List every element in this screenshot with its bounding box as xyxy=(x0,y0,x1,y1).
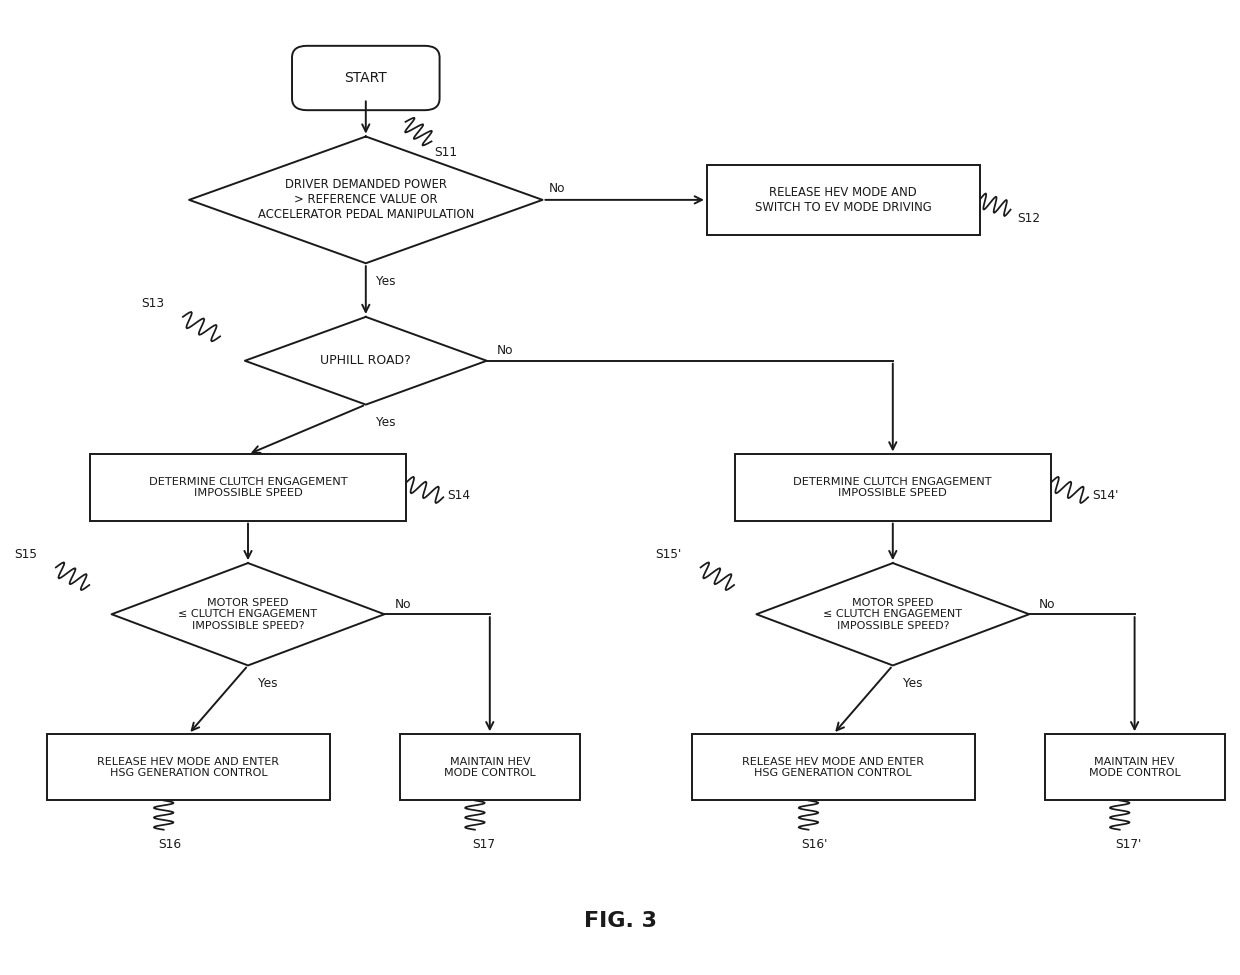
Bar xyxy=(707,165,980,235)
Polygon shape xyxy=(188,136,543,263)
Text: S17': S17' xyxy=(1115,838,1142,850)
Text: MAINTAIN HEV
MODE CONTROL: MAINTAIN HEV MODE CONTROL xyxy=(1089,757,1180,778)
Text: Yes: Yes xyxy=(376,275,396,288)
Text: S14: S14 xyxy=(448,488,470,502)
Text: S15: S15 xyxy=(14,548,37,561)
Text: S14': S14' xyxy=(1091,488,1118,502)
Text: S16': S16' xyxy=(801,838,828,850)
Text: DETERMINE CLUTCH ENGAGEMENT
IMPOSSIBLE SPEED: DETERMINE CLUTCH ENGAGEMENT IMPOSSIBLE S… xyxy=(149,477,347,498)
Text: FIG. 3: FIG. 3 xyxy=(584,912,656,931)
Polygon shape xyxy=(112,564,384,665)
Text: No: No xyxy=(549,181,565,195)
Text: S12: S12 xyxy=(1017,212,1040,224)
Bar xyxy=(734,454,1052,521)
Text: Yes: Yes xyxy=(376,416,396,429)
Polygon shape xyxy=(244,317,486,405)
Text: S11: S11 xyxy=(434,146,458,159)
Text: No: No xyxy=(1039,598,1055,611)
Text: S16: S16 xyxy=(159,838,181,850)
Text: MOTOR SPEED
≤ CLUTCH ENGAGEMENT
IMPOSSIBLE SPEED?: MOTOR SPEED ≤ CLUTCH ENGAGEMENT IMPOSSIB… xyxy=(179,598,317,631)
Polygon shape xyxy=(756,564,1029,665)
Text: MOTOR SPEED
≤ CLUTCH ENGAGEMENT
IMPOSSIBLE SPEED?: MOTOR SPEED ≤ CLUTCH ENGAGEMENT IMPOSSIB… xyxy=(823,598,962,631)
Text: Yes: Yes xyxy=(903,677,923,690)
Text: Yes: Yes xyxy=(258,677,278,690)
Bar xyxy=(692,734,975,800)
Text: UPHILL ROAD?: UPHILL ROAD? xyxy=(320,354,412,368)
FancyBboxPatch shape xyxy=(293,46,439,110)
Text: DRIVER DEMANDED POWER
> REFERENCE VALUE OR
ACCELERATOR PEDAL MANIPULATION: DRIVER DEMANDED POWER > REFERENCE VALUE … xyxy=(258,178,474,221)
Text: RELEASE HEV MODE AND ENTER
HSG GENERATION CONTROL: RELEASE HEV MODE AND ENTER HSG GENERATIO… xyxy=(98,757,279,778)
Text: No: No xyxy=(496,344,513,358)
Text: S13: S13 xyxy=(141,297,164,310)
Text: S15': S15' xyxy=(656,548,682,561)
Text: No: No xyxy=(394,598,410,611)
Text: START: START xyxy=(345,71,387,85)
Text: DETERMINE CLUTCH ENGAGEMENT
IMPOSSIBLE SPEED: DETERMINE CLUTCH ENGAGEMENT IMPOSSIBLE S… xyxy=(794,477,992,498)
Text: MAINTAIN HEV
MODE CONTROL: MAINTAIN HEV MODE CONTROL xyxy=(444,757,536,778)
Text: RELEASE HEV MODE AND
SWITCH TO EV MODE DRIVING: RELEASE HEV MODE AND SWITCH TO EV MODE D… xyxy=(755,186,931,214)
Bar xyxy=(399,734,580,800)
Text: RELEASE HEV MODE AND ENTER
HSG GENERATION CONTROL: RELEASE HEV MODE AND ENTER HSG GENERATIO… xyxy=(743,757,924,778)
Bar xyxy=(1044,734,1225,800)
Bar xyxy=(91,454,407,521)
Text: S17: S17 xyxy=(472,838,495,850)
Bar xyxy=(47,734,330,800)
